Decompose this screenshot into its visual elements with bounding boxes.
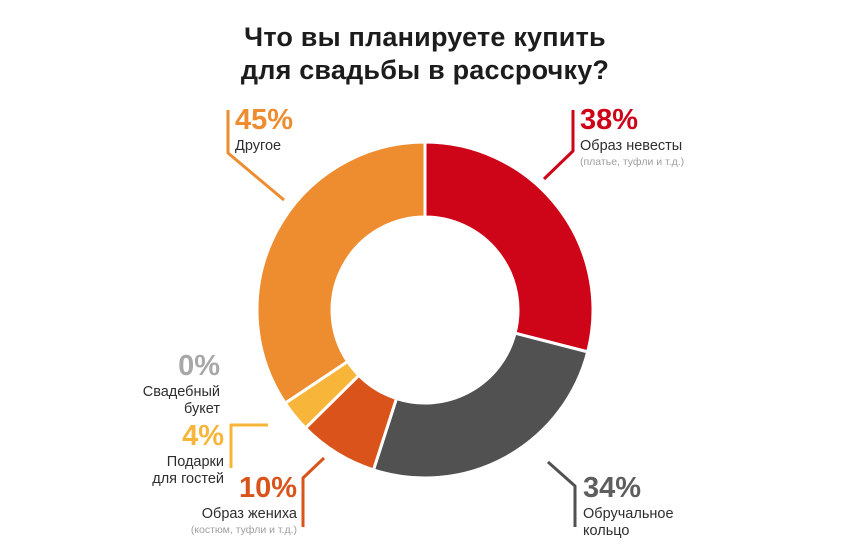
category-sublabel: (костюм, туфли и т.д.) [190,524,297,537]
callout-line-bride [542,110,575,181]
category-label: Образ невесты [580,138,683,154]
category-label: Свадебный букет [142,384,220,418]
label-drugoe: 45% Другое [235,106,293,155]
percent-value: 10% [238,472,297,504]
label-svadebny-buket: 0% Свадебный букет [120,352,220,418]
label-obraz-nevesty: 38% Образ невесты (платье, туфли и т.д.) [580,106,684,169]
percent-value: 45% [235,104,294,136]
page-title-line1: Что вы планируете купить [244,22,606,52]
percent-value: 34% [583,472,642,504]
category-label: Образ жениха [201,506,297,522]
percent-value: 38% [580,104,639,136]
label-podarki-dlya-gostey: 4% Подарки для гостей [144,422,224,488]
page-title-line2: для свадьбы в рассрочку? [240,55,610,85]
callout-line-gifts [229,423,268,468]
percent-value: 4% [182,420,224,452]
category-label: Подарки для гостей [152,454,224,488]
callout-line-other [226,110,285,202]
donut-slice-0 [423,140,595,354]
donut-slice-1 [371,331,590,480]
callout-line-ring [547,460,577,527]
label-obruchalnoe-koltso: 34% Обручальное кольцо [583,474,693,540]
donut-slices [255,140,595,480]
percent-value: 0% [178,350,220,382]
category-label: Обручальное кольцо [583,506,674,540]
category-label: Другое [235,138,282,154]
page-title: Что вы планируете купить для свадьбы в р… [0,21,850,87]
donut-slice-5 [255,140,427,405]
label-obraz-zhenikha: 10% Образ жениха (костюм, туфли и т.д.) [147,474,297,537]
category-sublabel: (платье, туфли и т.д.) [580,156,685,169]
callout-line-groom [301,456,326,527]
